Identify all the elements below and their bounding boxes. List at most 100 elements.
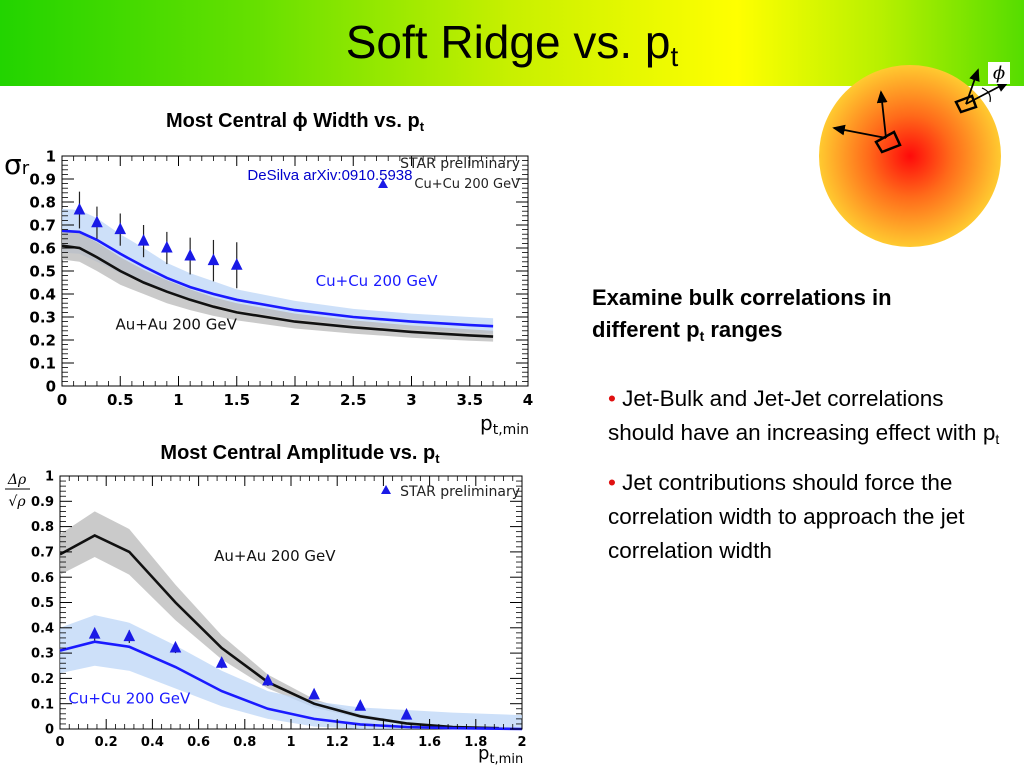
y-tick-label: 0.4: [29, 285, 56, 303]
x-tick-label: 1: [286, 735, 295, 750]
legend-marker-icon: [378, 179, 388, 188]
chart-annotation: Au+Au 200 GeV: [115, 316, 237, 334]
data-point-marker: [114, 222, 127, 235]
jet-cell-right: [954, 68, 1010, 114]
x-tick-label: 1: [173, 391, 183, 409]
y-tick-label: 0.7: [29, 216, 56, 234]
x-tick-label: 0.8: [233, 735, 256, 750]
data-point-marker: [73, 202, 86, 215]
x-tick-label: 0.2: [95, 735, 118, 750]
series-line-1: [59, 640, 523, 731]
x-tick-label: 0.6: [187, 735, 210, 750]
amplitude-chart-heading-sub: t: [435, 451, 440, 466]
data-point-marker: [308, 687, 320, 700]
x-tick-label: 0.5: [107, 391, 134, 409]
x-tick-label: 1.2: [326, 735, 349, 750]
phi-label: ϕ: [993, 63, 1005, 84]
x-tick-label: 3: [406, 391, 416, 409]
bullet-item-1: • Jet-Bulk and Jet-Jet correlations shou…: [608, 382, 1008, 450]
data-point-marker: [88, 627, 101, 639]
x-tick-label: 4: [523, 391, 533, 409]
data-point-marker: [230, 258, 243, 270]
error-band-1: [60, 615, 522, 729]
chart-annotation: Cu+Cu 200 GeV: [68, 690, 191, 708]
x-tick-label: 1.8: [464, 735, 487, 750]
data-point-marker: [262, 673, 274, 686]
x-tick-label: 1.6: [418, 735, 441, 750]
y-tick-label: 0.4: [31, 621, 54, 636]
legend-title: STAR preliminary: [400, 484, 520, 500]
amplitude-chart-svg: 0 0.2 0.4 0.6 0.8 1 1.2 1.4 1.6 1.8 2 0 0.1 0.2 0.3 0.4…: [5, 470, 527, 767]
y-tick-label: 0.7: [31, 545, 54, 560]
legend-marker-icon: [381, 485, 391, 494]
phi-angle-arc: [981, 87, 991, 103]
data-point-marker: [91, 215, 103, 228]
series-line-1: [61, 244, 494, 338]
width-chart-heading-sub: t: [419, 119, 425, 134]
x-tick-label: 3.5: [456, 391, 483, 409]
y-axis-label: σr: [4, 148, 30, 181]
bullet-dot-icon: •: [608, 386, 616, 411]
width-chart: 0 0.5 1 1.5 2 2.5 3 3.5 4 0 0.1 0.2 0.3 0.4 0.5 0.6 0.7 0…: [0, 140, 540, 440]
y-tick-label: 0.2: [29, 331, 56, 349]
phi-label-box: [988, 62, 1010, 84]
amplitude-chart-heading: Most Central Amplitude vs. pt: [100, 442, 500, 465]
y-tick-label: 0.1: [29, 354, 56, 372]
bullet-dot-icon: •: [608, 470, 616, 495]
x-tick-label: 1.4: [372, 735, 395, 750]
x-tick-label: 2: [517, 735, 526, 750]
x-tick-label: 0: [55, 735, 64, 750]
slide-title: Soft Ridge vs. pt: [0, 14, 1024, 72]
slide-title-main: Soft Ridge vs. p: [345, 16, 671, 68]
jet-cell-left: [832, 90, 902, 154]
x-tick-label: 0: [57, 391, 67, 409]
slide-title-subscript: t: [670, 41, 679, 72]
bullet-1-text: Jet-Bulk and Jet-Jet correlations should…: [608, 386, 996, 445]
bullet-list: • Jet-Bulk and Jet-Jet correlations shou…: [608, 382, 1008, 584]
bullet-2-text: Jet contributions should force the corre…: [608, 470, 965, 563]
error-band-0: [60, 511, 499, 729]
x-axis-label: pt,min: [478, 743, 523, 767]
y-axis-label-den: √ρ: [8, 494, 26, 510]
title-banner: [0, 0, 1024, 86]
bullet-1-sub: t: [995, 431, 1000, 447]
y-tick-label: 0.9: [29, 170, 56, 188]
y-tick-label: 0.6: [31, 571, 54, 586]
width-chart-svg: 0 0.5 1 1.5 2 2.5 3 3.5 4 0 0.1 0.2 0.3 0.4 0.5 0.6 0.7 0…: [4, 147, 533, 438]
chart-annotation: DeSilva arXiv:0910.5938: [247, 167, 412, 184]
width-chart-heading: Most Central ϕ Width vs. pt: [100, 110, 490, 133]
x-axis-label: pt,min: [480, 411, 529, 438]
data-point-marker: [161, 240, 173, 253]
data-point-marker: [354, 699, 367, 711]
y-tick-label: 1: [45, 470, 54, 485]
bullet-item-2: • Jet contributions should force the cor…: [608, 466, 1008, 568]
right-panel-heading: Examine bulk correlations in different p…: [592, 282, 1012, 346]
x-tick-label: 2.5: [340, 391, 367, 409]
y-tick-label: 0.1: [31, 697, 54, 712]
error-band-0: [62, 208, 494, 334]
y-tick-label: 0.5: [31, 596, 54, 611]
y-tick-label: 0.3: [31, 647, 54, 662]
right-panel-heading-line2: different pt ranges: [592, 314, 1012, 346]
data-point-marker: [215, 656, 228, 668]
legend-entry: Cu+Cu 200 GeV: [414, 177, 520, 192]
x-tick-label: 2: [290, 391, 300, 409]
x-tick-label: 1.5: [223, 391, 250, 409]
y-tick-label: 0.5: [29, 262, 56, 280]
chart-annotation: Au+Au 200 GeV: [214, 547, 336, 565]
heading-line2-end: ranges: [704, 317, 783, 342]
heading-line2-sub: t: [699, 328, 705, 344]
data-point-marker: [184, 248, 196, 261]
y-tick-label: 0: [46, 377, 56, 395]
y-tick-label: 0: [45, 723, 54, 738]
y-axis-label-num: Δρ: [7, 472, 27, 488]
y-tick-label: 0.9: [31, 495, 54, 510]
y-tick-label: 0.6: [29, 239, 56, 257]
data-point-marker: [207, 253, 220, 266]
y-tick-label: 0.8: [29, 193, 56, 211]
legend-title: STAR preliminary: [400, 156, 520, 172]
y-tick-label: 0.3: [29, 308, 56, 326]
data-point-marker: [400, 707, 413, 720]
width-chart-heading-main: Most Central ϕ Width vs. p: [165, 110, 420, 132]
amplitude-chart: 0 0.2 0.4 0.6 0.8 1 1.2 1.4 1.6 1.8 2 0 0.1 0.2 0.3 0.4…: [0, 464, 540, 768]
